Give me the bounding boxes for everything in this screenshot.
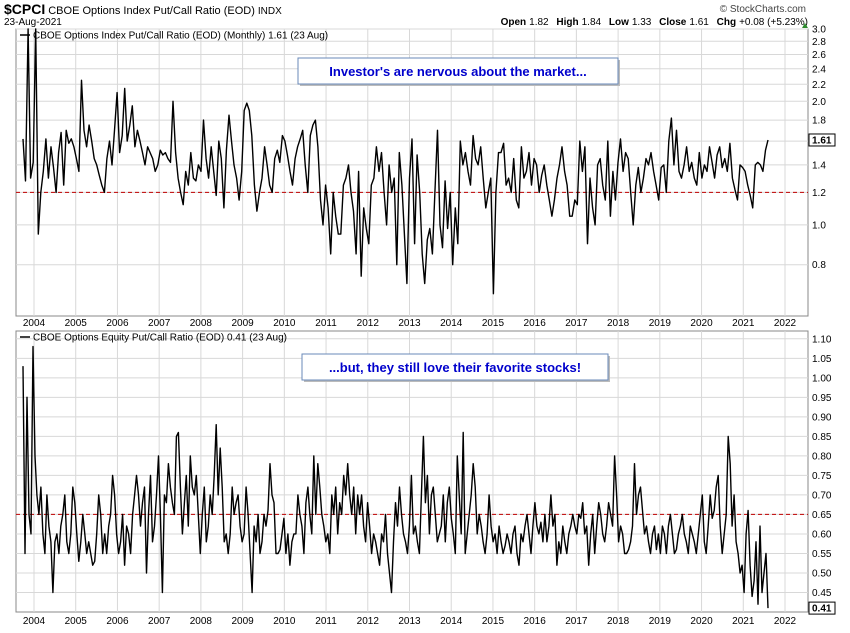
x-tick-label: 2010 (273, 318, 296, 329)
x-tick-label: 2020 (690, 616, 713, 627)
open-label: Open (500, 17, 527, 28)
x-tick-label: 2022 (774, 318, 797, 329)
x-tick-label: 2013 (398, 616, 421, 627)
y-tick-label: 2.0 (812, 97, 826, 108)
x-tick-label: 2008 (190, 616, 213, 627)
x-tick-label: 2020 (690, 318, 713, 329)
x-tick-label: 2017 (565, 616, 588, 627)
exchange-label: INDX (257, 6, 282, 17)
x-tick-label: 2010 (273, 616, 296, 627)
x-tick-label: 2018 (607, 318, 630, 329)
y-tick-label: 1.8 (812, 116, 826, 127)
x-tick-label: 2013 (398, 318, 421, 329)
x-tick-label: 2021 (732, 318, 755, 329)
y-tick-label: 0.90 (812, 412, 832, 423)
y-tick-label: 1.05 (812, 354, 832, 365)
x-tick-label: 2011 (315, 318, 337, 329)
y-tick-label: 0.8 (812, 260, 826, 271)
x-tick-label: 2009 (231, 318, 254, 329)
x-tick-label: 2007 (148, 318, 171, 329)
x-tick-label: 2016 (524, 616, 547, 627)
x-tick-label: 2005 (65, 318, 88, 329)
low-label: Low (608, 17, 629, 28)
y-tick-label: 3.0 (812, 25, 826, 36)
y-tick-label: 0.70 (812, 490, 832, 501)
series-line-1 (22, 28, 769, 295)
ohlc-readout: Open 1.82 High 1.84 Low 1.33 Close 1.61 Chg +… (496, 17, 808, 28)
x-tick-label: 2019 (649, 616, 672, 627)
y-tick-label: 1.00 (812, 373, 832, 384)
last-value-box (808, 133, 836, 147)
symbol-description: CBOE Options Index Put/Call Ratio (EOD) (48, 5, 255, 17)
x-tick-label: 2008 (190, 318, 213, 329)
high-label: High (556, 17, 579, 28)
y-tick-label: 0.65 (812, 510, 832, 521)
symbol-label: $CPCI (4, 1, 46, 17)
x-tick-label: 2015 (482, 616, 505, 627)
annotation-box (297, 57, 619, 85)
low-value: 1.33 (631, 17, 652, 28)
x-tick-label: 2018 (607, 616, 630, 627)
x-tick-label: 2005 (65, 616, 88, 627)
header-date: 23-Aug-2021 (4, 17, 62, 28)
x-tick-label: 2004 (23, 616, 46, 627)
y-tick-label: 0.75 (812, 471, 832, 482)
y-tick-label: 1.4 (812, 160, 826, 171)
brand-label: © StockCharts.com (719, 4, 806, 15)
y-tick-label: 2.8 (812, 37, 826, 48)
y-tick-label: 0.85 (812, 432, 832, 443)
y-tick-label: 0.95 (812, 393, 832, 404)
x-tick-label: 2006 (106, 318, 129, 329)
chart-title: CBOE Options Equity Put/Call Ratio (EOD)… (33, 333, 287, 344)
x-tick-label: 2011 (315, 616, 337, 627)
high-value: 1.84 (581, 17, 602, 28)
annotation-box (301, 353, 609, 381)
x-tick-label: 2015 (482, 318, 505, 329)
x-tick-label: 2012 (357, 318, 380, 329)
y-tick-label: 2.4 (812, 64, 826, 75)
x-tick-label: 2016 (524, 318, 547, 329)
open-value: 1.82 (529, 17, 549, 28)
y-tick-label: 2.2 (812, 80, 826, 91)
y-tick-label: 2.6 (812, 50, 826, 61)
x-tick-label: 2017 (565, 318, 588, 329)
close-label: Close (659, 17, 687, 28)
x-tick-label: 2004 (23, 318, 46, 329)
last-value-label: 0.41 (812, 604, 832, 615)
x-tick-label: 2012 (357, 616, 380, 627)
x-tick-label: 2009 (231, 616, 254, 627)
annotation-text: Investor's are nervous about the market.… (329, 64, 586, 79)
y-tick-label: 1.10 (812, 334, 832, 345)
y-tick-label: 0.45 (812, 588, 832, 599)
x-tick-label: 2021 (732, 616, 755, 627)
chg-label: Chg (716, 17, 737, 28)
x-tick-label: 2006 (106, 616, 129, 627)
chart-title: CBOE Options Index Put/Call Ratio (EOD) … (33, 31, 328, 42)
header-symbol: $CPCI CBOE Options Index Put/Call Ratio (… (4, 1, 282, 17)
y-tick-label: 1.0 (812, 220, 826, 231)
chg-value: +0.08 (+5.23%) (739, 17, 808, 28)
x-tick-label: 2007 (148, 616, 171, 627)
x-tick-label: 2014 (440, 318, 463, 329)
series-line-2 (22, 345, 769, 609)
last-value-box (808, 601, 836, 615)
x-tick-label: 2022 (774, 616, 797, 627)
annotation-text: ...but, they still love their favorite s… (329, 360, 581, 375)
y-tick-label: 0.55 (812, 549, 832, 560)
y-tick-label: 0.80 (812, 451, 832, 462)
y-tick-label: 0.50 (812, 568, 832, 579)
x-tick-label: 2014 (440, 616, 463, 627)
y-tick-label: 0.60 (812, 529, 832, 540)
x-tick-label: 2019 (649, 318, 672, 329)
y-tick-label: 1.2 (812, 188, 826, 199)
last-value-label: 1.61 (812, 135, 832, 146)
close-value: 1.61 (689, 17, 709, 28)
